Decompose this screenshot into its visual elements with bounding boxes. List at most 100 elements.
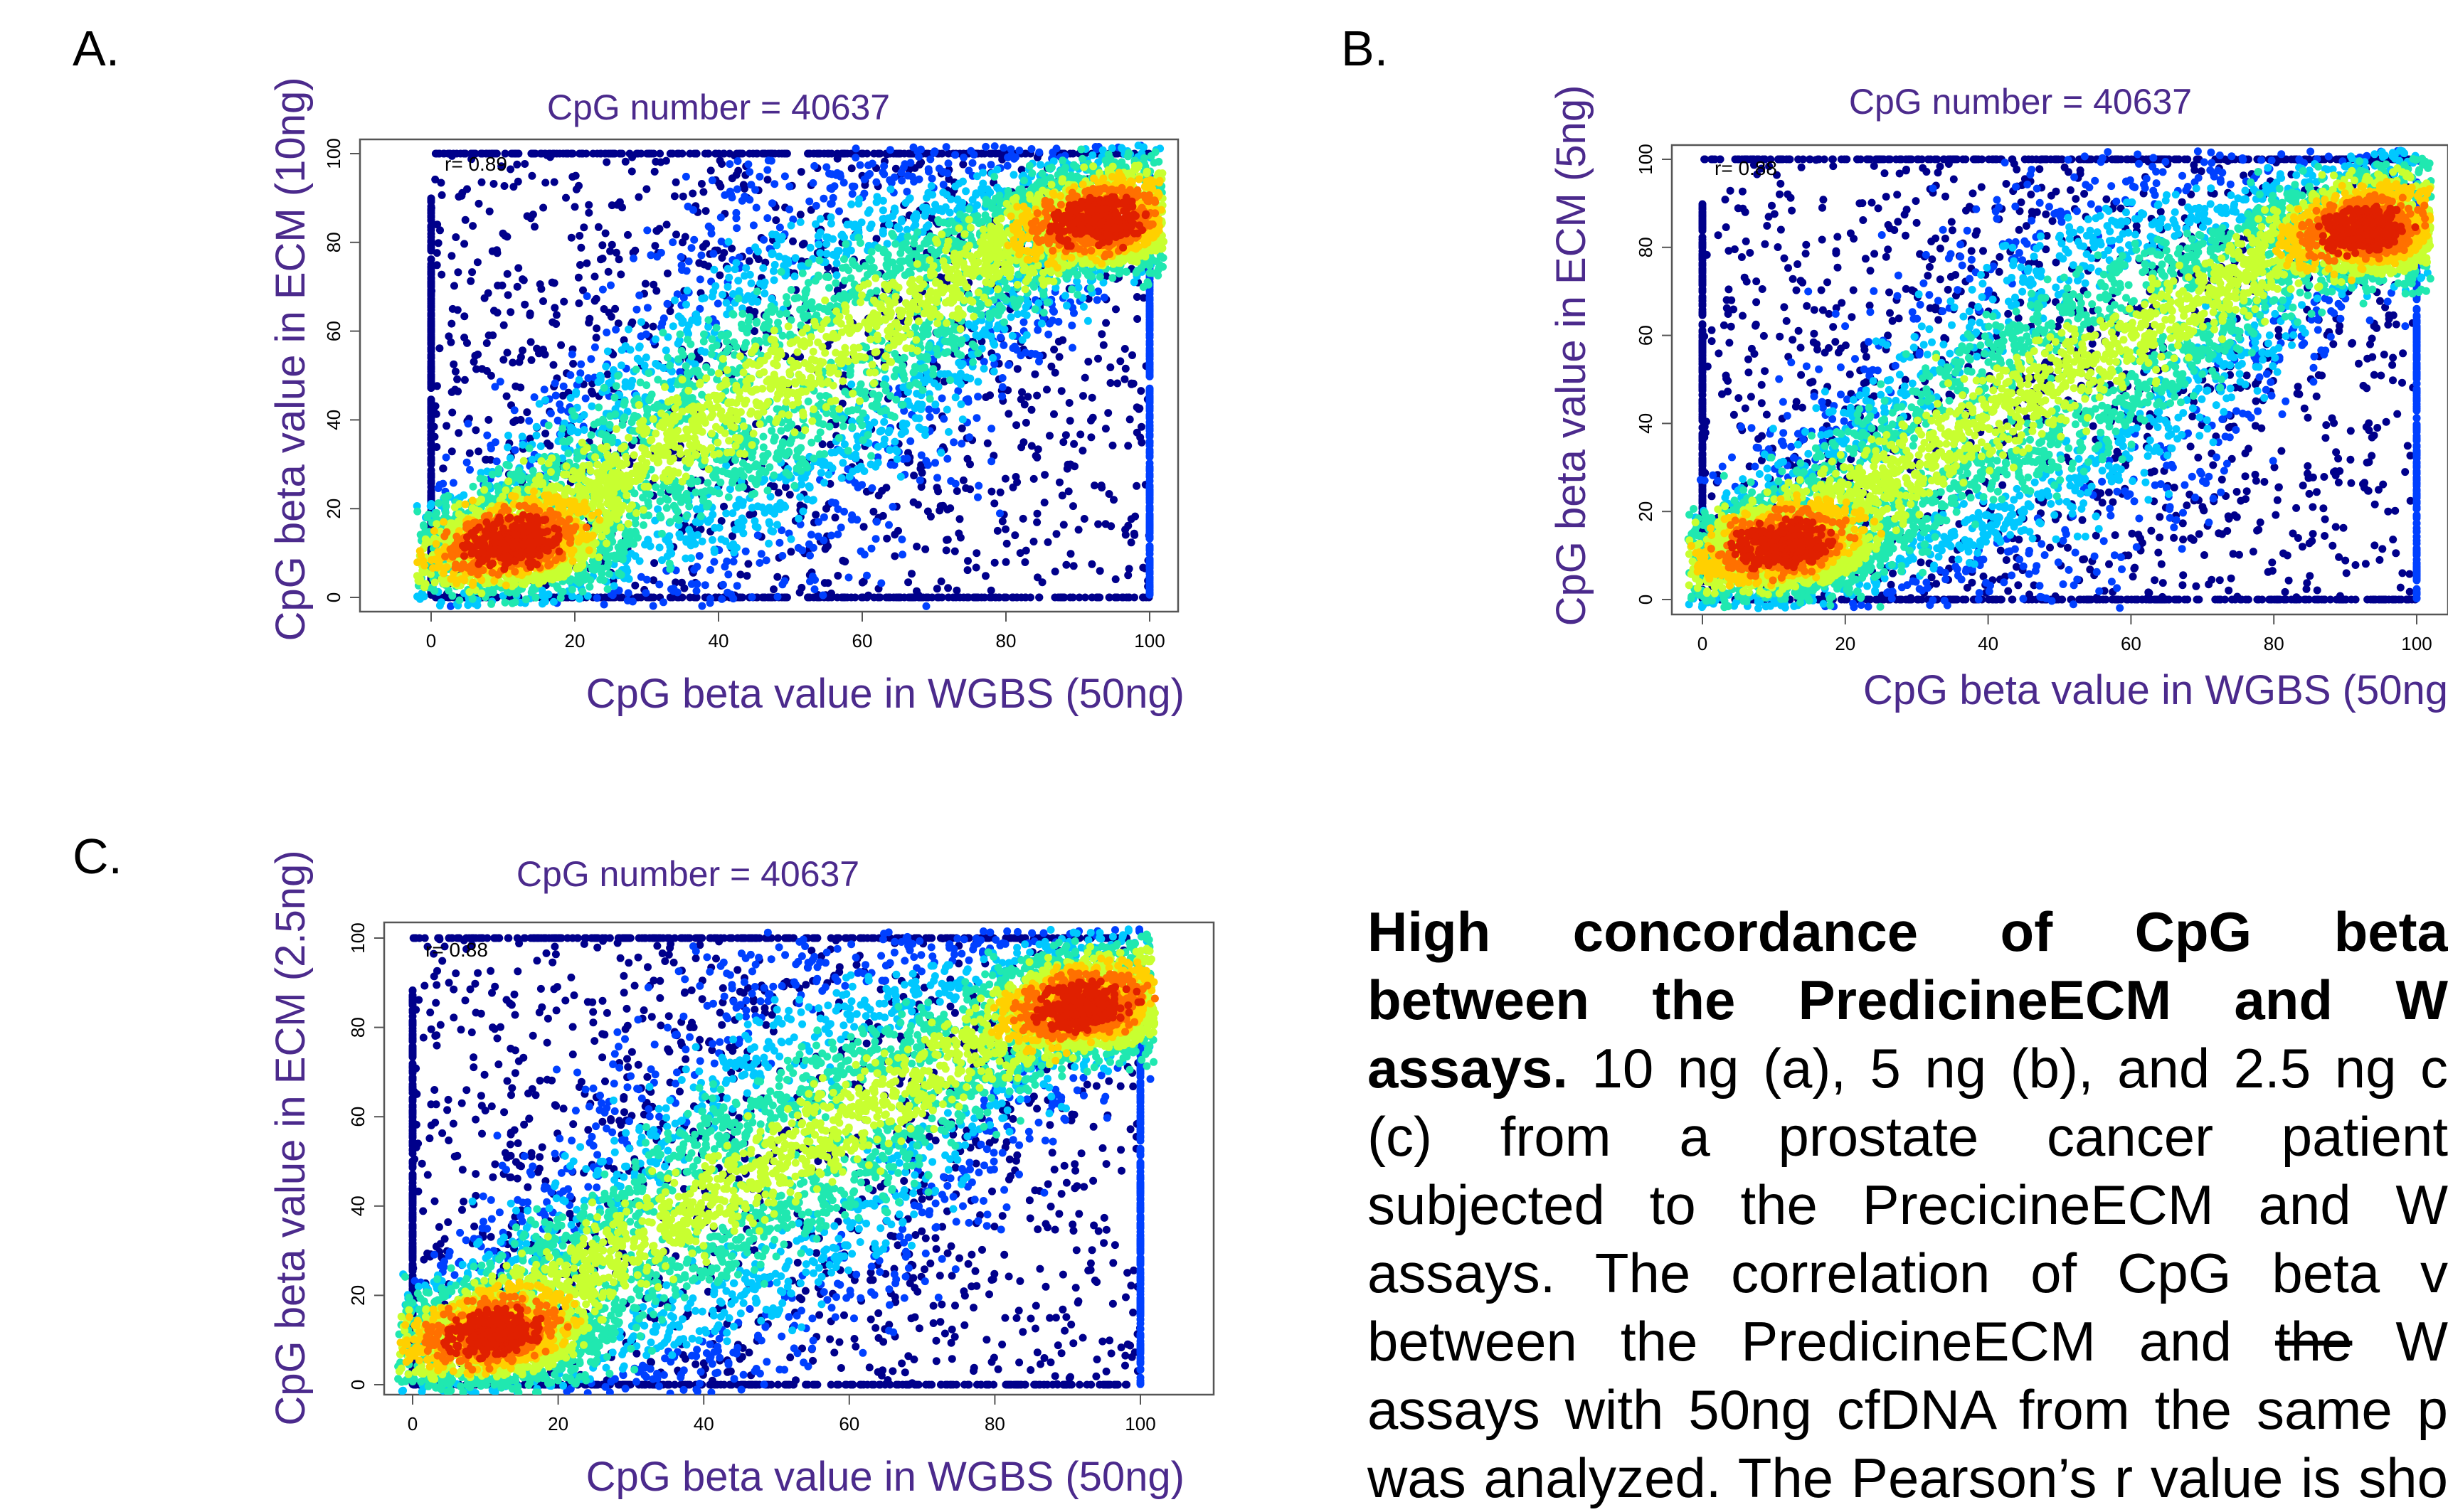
data-point <box>1101 425 1110 433</box>
data-point <box>442 453 450 462</box>
data-point <box>1058 491 1066 500</box>
data-point <box>585 582 594 591</box>
data-point <box>584 374 593 383</box>
data-point <box>752 480 761 489</box>
data-point <box>809 179 817 187</box>
data-point <box>743 292 752 300</box>
data-point <box>469 222 477 230</box>
data-point <box>649 602 657 610</box>
data-point <box>1040 179 1049 187</box>
data-point <box>462 458 471 467</box>
data-point <box>860 175 869 183</box>
data-point <box>489 331 497 339</box>
data-point <box>710 265 719 274</box>
data-point <box>834 572 842 580</box>
data-point <box>623 596 632 605</box>
data-point <box>1002 296 1010 304</box>
data-point <box>990 499 999 508</box>
data-point <box>519 275 526 284</box>
data-point <box>913 587 921 595</box>
data-point <box>974 349 982 358</box>
data-point <box>588 387 595 395</box>
data-point <box>1012 473 1020 481</box>
data-point <box>507 165 515 174</box>
data-point <box>594 223 603 231</box>
data-point <box>1120 375 1129 383</box>
data-point <box>1145 491 1154 499</box>
data-point <box>658 556 666 565</box>
data-point <box>1112 305 1120 314</box>
data-point <box>642 353 650 362</box>
data-point <box>1145 563 1154 572</box>
data-point <box>879 196 887 205</box>
data-point <box>607 281 615 289</box>
data-point <box>500 182 509 190</box>
data-point <box>427 279 435 288</box>
data-point <box>427 479 435 487</box>
data-point <box>849 467 857 476</box>
data-point <box>820 536 828 545</box>
data-point <box>732 208 741 217</box>
data-point <box>798 269 807 277</box>
data-point <box>859 523 868 531</box>
data-point <box>830 294 839 303</box>
data-point <box>777 267 785 276</box>
data-point <box>1079 392 1087 400</box>
data-point <box>738 498 747 506</box>
data-point <box>701 207 710 215</box>
data-point <box>756 172 764 181</box>
data-point <box>1145 511 1154 519</box>
data-point <box>773 241 781 250</box>
data-point <box>1133 315 1142 323</box>
data-point <box>820 194 828 203</box>
data-point <box>931 400 940 409</box>
data-point <box>1145 331 1154 339</box>
data-point <box>720 502 728 511</box>
data-point <box>1145 349 1154 358</box>
data-point <box>526 435 534 443</box>
data-point <box>621 157 630 166</box>
data-point <box>1145 389 1154 398</box>
data-point <box>692 587 701 595</box>
data-point <box>797 467 805 475</box>
data-point <box>844 573 853 582</box>
data-point <box>1075 593 1083 602</box>
data-point <box>723 557 731 565</box>
data-point <box>663 270 672 277</box>
data-point <box>637 318 645 326</box>
data-point <box>551 304 559 312</box>
data-point <box>567 233 576 242</box>
data-point <box>1088 393 1096 402</box>
data-point <box>1031 370 1039 378</box>
data-point <box>1145 296 1154 304</box>
data-point <box>687 479 696 488</box>
data-point <box>847 200 856 208</box>
data-point <box>689 189 697 198</box>
data-point <box>750 462 758 471</box>
data-point <box>1027 442 1036 450</box>
data-point <box>1145 372 1154 380</box>
data-point <box>1127 538 1135 547</box>
data-point <box>871 535 880 543</box>
data-point <box>850 260 858 269</box>
data-point <box>527 356 536 364</box>
data-point <box>473 258 482 267</box>
data-point <box>704 149 713 158</box>
data-point <box>872 178 881 186</box>
data-point <box>536 442 545 450</box>
data-point <box>765 518 773 526</box>
data-point <box>683 287 692 295</box>
data-point <box>940 329 949 338</box>
data-point <box>886 185 895 193</box>
data-point <box>1088 593 1096 602</box>
data-point <box>781 483 790 491</box>
data-point <box>427 489 435 496</box>
data-point <box>943 505 952 513</box>
data-point <box>614 371 622 380</box>
data-point <box>568 350 576 358</box>
data-point <box>990 341 999 349</box>
data-point <box>719 149 728 158</box>
data-point <box>606 247 615 255</box>
data-point <box>910 250 918 258</box>
data-point <box>815 518 822 526</box>
